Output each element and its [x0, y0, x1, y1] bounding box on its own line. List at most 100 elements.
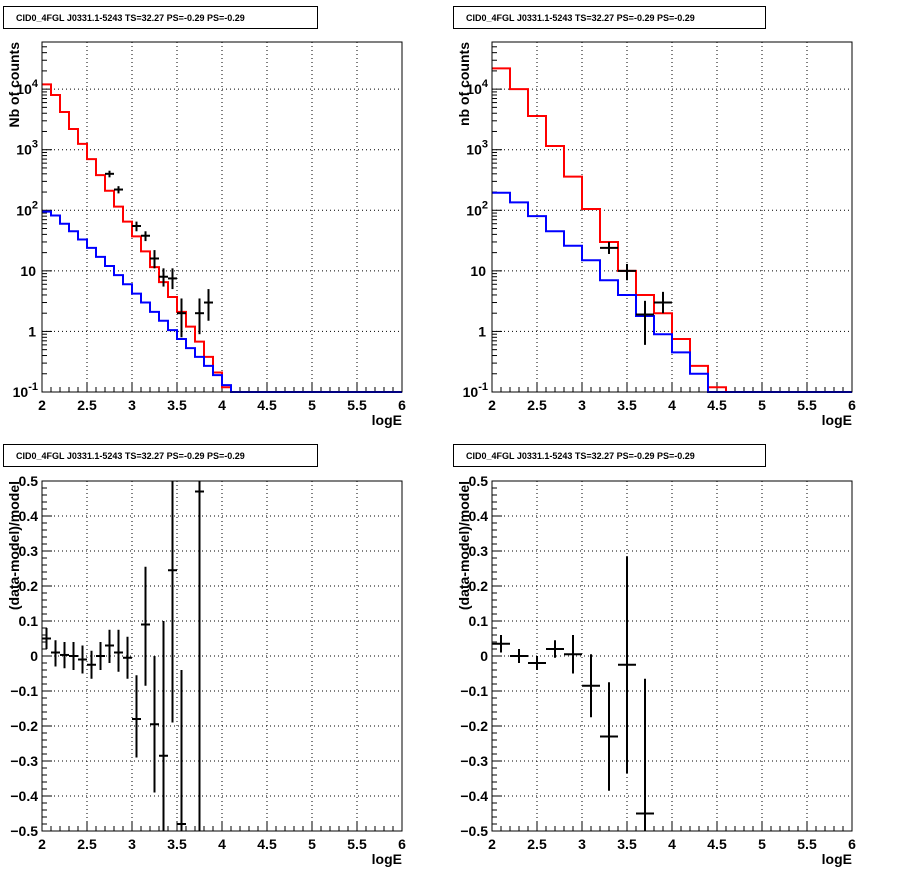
data-point [96, 642, 105, 670]
y-tick-label: −0.4 [10, 788, 38, 804]
y-tick-label: 103 [16, 139, 38, 158]
data-point [141, 231, 150, 242]
plot-frame [491, 480, 853, 832]
panel-3: 2 2.5 3 3.5 4 4.5 5 5.5 6 −0.5 −0.4 −0.3 −0.2 −0.1 0 0.… [6, 473, 406, 867]
y-tick-label: −0.4 [460, 788, 488, 804]
x-tick-label: 2 [488, 836, 496, 852]
y-tick-label: −0.5 [460, 823, 488, 839]
x-tick-label: 5.5 [347, 836, 367, 852]
panel-title-3: CID0_4FGL J0331.1-5243 TS=32.27 PS=-0.29… [3, 444, 318, 467]
panel-title-4: CID0_4FGL J0331.1-5243 TS=32.27 PS=-0.29… [453, 444, 766, 467]
y-tick-label: 103 [466, 139, 488, 158]
data-point [528, 656, 546, 670]
x-tick-label: 5.5 [797, 397, 817, 413]
x-tick-label: 2 [38, 836, 46, 852]
y-tick-label: 102 [466, 199, 488, 218]
y-axis-label: Nb of counts [6, 42, 22, 128]
x-tick-label: 3.5 [167, 836, 187, 852]
data-point [600, 682, 618, 791]
x-tick-label: 5 [308, 397, 316, 413]
x-tick-label: 4 [218, 836, 226, 852]
y-tick-label: 10 [20, 263, 36, 279]
x-tick-label: 2.5 [77, 836, 97, 852]
panel-2: 2 2.5 3 3.5 4 4.5 5 5.5 6 10-1 1 10 102 103 104 logE nb … [456, 41, 856, 428]
y-tick-label: 10-1 [13, 381, 38, 400]
data-point [114, 629, 123, 672]
y-tick-label: −0.2 [460, 718, 488, 734]
y-tick-label: 0.3 [19, 543, 39, 559]
data-point [168, 481, 177, 723]
data-point [618, 556, 636, 774]
data-point [546, 640, 564, 658]
x-tick-label: 4.5 [707, 397, 727, 413]
data-point [51, 640, 60, 667]
x-tick-label: 4 [668, 836, 676, 852]
x-tick-label: 3 [128, 397, 136, 413]
y-tick-label: −0.3 [10, 753, 38, 769]
y-tick-label: 104 [16, 78, 39, 97]
panel-title-2: CID0_4FGL J0331.1-5243 TS=32.27 PS=-0.29… [453, 6, 766, 29]
data-point [132, 675, 141, 758]
x-tick-label: 4.5 [257, 397, 277, 413]
y-axis-label: nb of counts [456, 42, 472, 126]
y-tick-label: −0.3 [460, 753, 488, 769]
data-point [150, 250, 159, 269]
data-point [510, 649, 528, 663]
y-axis-label: (data-model)/model [456, 481, 472, 610]
data-point [69, 642, 78, 670]
y-tick-label: 1 [28, 323, 36, 339]
y-tick-label: 104 [466, 78, 489, 97]
data-point [132, 221, 141, 232]
x-tick-label: 3.5 [617, 836, 637, 852]
plot-frame [41, 41, 403, 393]
x-tick-label: 3 [578, 836, 586, 852]
data-point [636, 678, 654, 831]
y-tick-label: −0.5 [10, 823, 38, 839]
x-tick-label: 4.5 [707, 836, 727, 852]
y-tick-label: 0.3 [469, 543, 489, 559]
x-tick-label: 3.5 [167, 397, 187, 413]
data-point [600, 241, 618, 254]
data-point [195, 481, 204, 831]
x-tick-label: 2.5 [527, 836, 547, 852]
x-tick-label: 6 [398, 397, 406, 413]
data-point [123, 636, 132, 679]
x-tick-label: 5 [758, 397, 766, 413]
data-point [42, 628, 51, 649]
data-point [105, 170, 114, 178]
x-axis-label: logE [822, 851, 852, 867]
y-tick-label: 1 [478, 323, 486, 339]
y-tick-label: 0 [480, 648, 488, 664]
x-tick-label: 2.5 [77, 397, 97, 413]
data-point [204, 289, 213, 321]
y-tick-label: 10 [470, 263, 486, 279]
x-tick-label: 4 [668, 397, 676, 413]
y-axis-label: (data-model)/model [6, 481, 22, 610]
y-tick-label: 0.2 [469, 578, 489, 594]
y-tick-label: 10-1 [463, 381, 488, 400]
data-point [177, 298, 186, 338]
y-tick-label: 102 [16, 199, 38, 218]
data-point [159, 621, 168, 831]
x-tick-label: 5 [758, 836, 766, 852]
x-tick-label: 2.5 [527, 397, 547, 413]
x-tick-label: 2 [488, 397, 496, 413]
y-tick-label: 0.2 [19, 578, 39, 594]
y-tick-label: −0.2 [10, 718, 38, 734]
panel-4: 2 2.5 3 3.5 4 4.5 5 5.5 6 −0.5 −0.4 −0.3 −0.2 −0.1 0 0.… [456, 473, 856, 867]
y-tick-label: 0.4 [469, 508, 489, 524]
panel-1: 2 2.5 3 3.5 4 4.5 5 5.5 6 10-1 1 10 102 103 104 logE Nb … [6, 41, 406, 428]
x-tick-label: 3 [578, 397, 586, 413]
x-axis-label: logE [822, 412, 852, 428]
data-point [150, 656, 159, 793]
x-tick-label: 3.5 [617, 397, 637, 413]
data-point [159, 268, 168, 287]
x-tick-label: 3 [128, 836, 136, 852]
data-point [654, 291, 672, 314]
x-tick-label: 6 [848, 836, 856, 852]
data-point [114, 186, 123, 194]
y-tick-label: 0.1 [19, 613, 39, 629]
data-point [492, 635, 510, 653]
data-point [582, 654, 600, 718]
